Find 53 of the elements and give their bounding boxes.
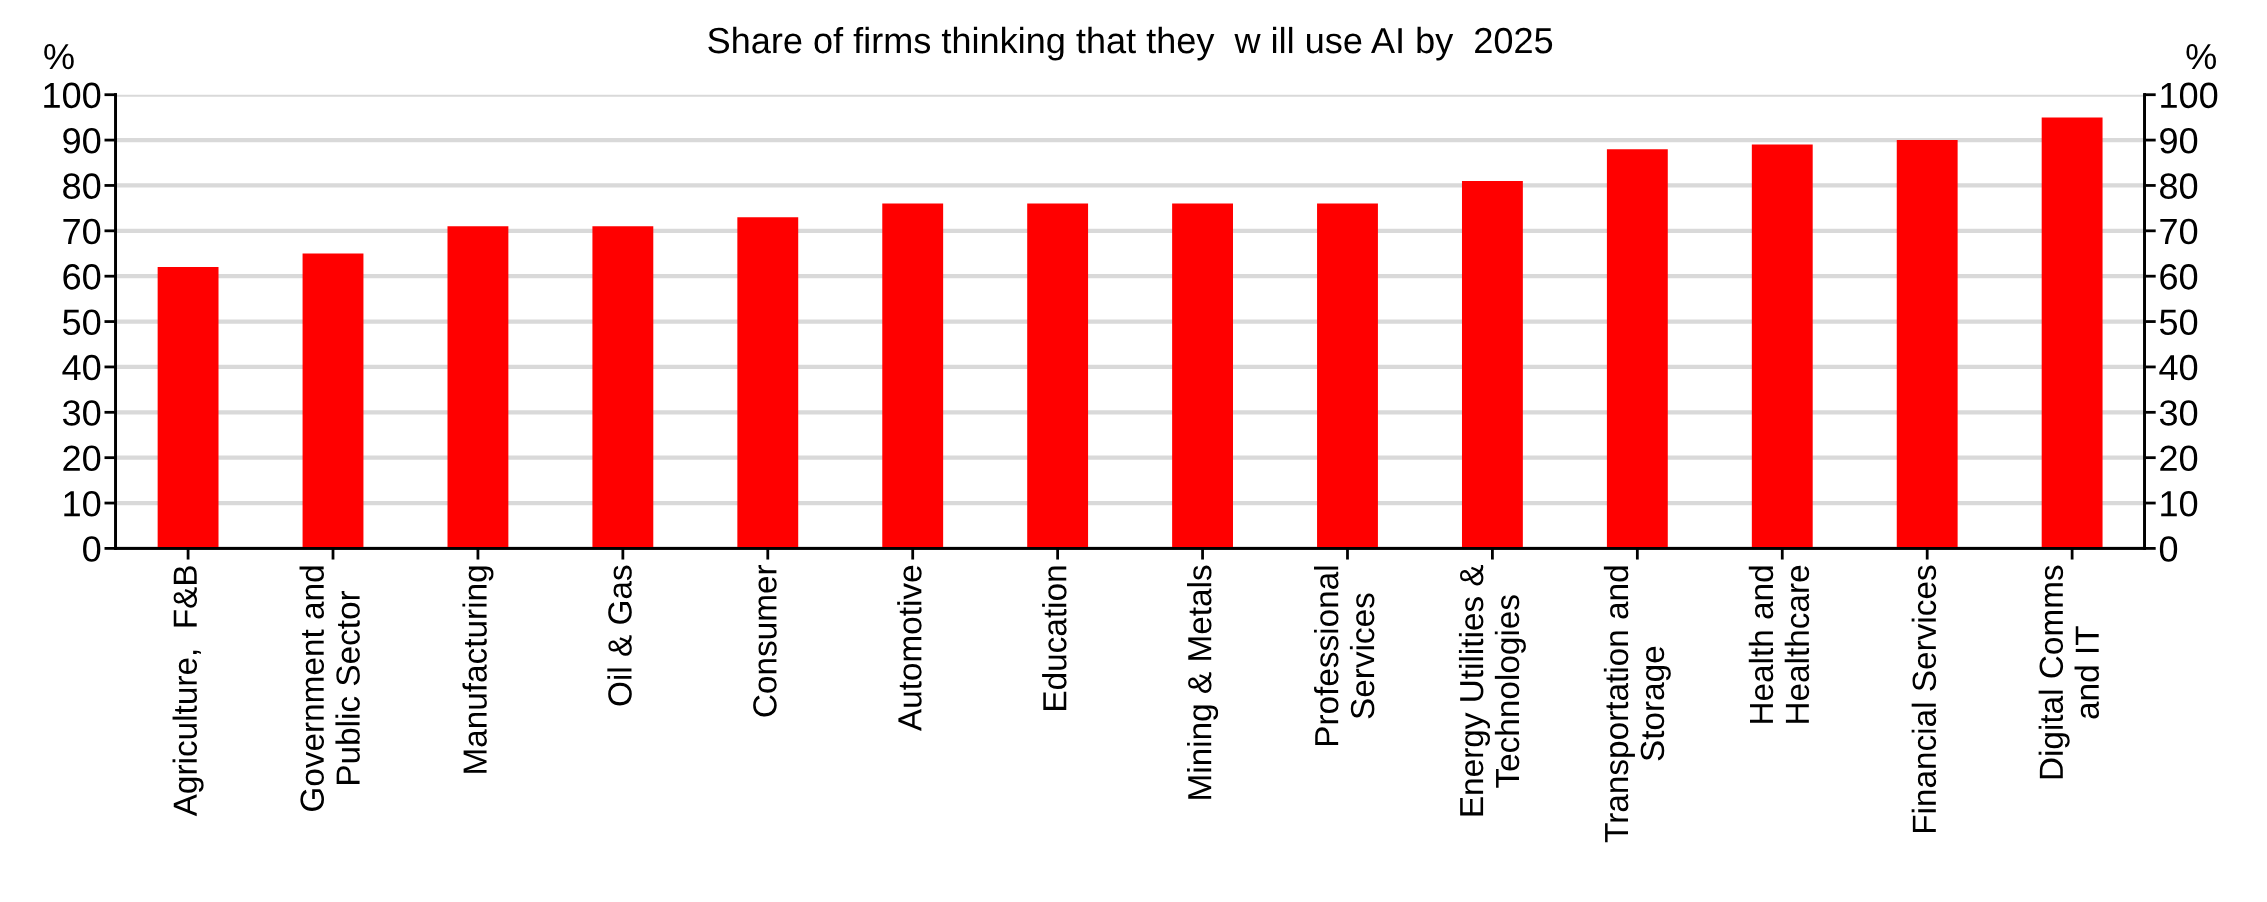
x-tick-label: Mining & Metals [1187, 565, 1219, 799]
y-tick-label: 80 [63, 173, 101, 199]
y2-tick-label: 90 [2160, 127, 2198, 154]
y2-tick-label: 40 [2159, 354, 2198, 381]
y2-tick-label: 60 [2160, 264, 2198, 290]
y-tick-label: 100 [44, 82, 101, 109]
bar [2041, 117, 2103, 549]
x-tick-label: Health and Healthcare [1748, 565, 1810, 723]
y2-tick-label: 50 [2159, 309, 2198, 335]
x-tick-label: Automotive [897, 565, 922, 732]
bar [1751, 144, 1813, 549]
x-tick-label: Transportation and Storage [1603, 566, 1671, 843]
x-tick-label: Education [1042, 566, 1067, 710]
x-tick-label: Financial Services [1911, 565, 1937, 833]
x-tick-label: Agriculture, F&B [172, 566, 204, 817]
chart-title: Share of firms thinking that they w ill use AI by 2025 [708, 26, 1553, 61]
x-tick-label: Oil & Gas [607, 565, 632, 706]
bar [157, 267, 219, 549]
bar [1461, 180, 1523, 549]
y2-tick-label: 30 [2159, 400, 2198, 426]
y-tick-label: 60 [63, 264, 101, 290]
y-tick-label: 50 [63, 309, 101, 335]
bar [1606, 149, 1668, 549]
y2-tick-label: 70 [2160, 218, 2198, 245]
y-tick-label: 0 [83, 536, 101, 562]
y-tick-label: 30 [62, 400, 101, 426]
x-tick-label: Manufacturing [462, 566, 494, 773]
bar [1317, 203, 1378, 549]
y2-tick-label: 20 [2160, 445, 2198, 472]
y-tick-label: 90 [63, 127, 101, 154]
bar [302, 253, 364, 549]
bar [737, 217, 799, 549]
y2-tick-label: 80 [2160, 173, 2198, 199]
bar [1027, 203, 1089, 549]
y-tick-label: 40 [62, 354, 101, 381]
y-tick-label: 20 [63, 445, 101, 472]
x-tick-label: Government and Public Sector [299, 566, 360, 811]
y2-axis-title: % [2186, 44, 2216, 70]
bar [1172, 203, 1233, 549]
x-tick-label: Digital Comms and IT [2038, 565, 2100, 779]
x-tick-label: Energy Utilities & Technologies [1458, 564, 1526, 816]
y-tick-label: 70 [63, 218, 101, 245]
y2-tick-label: 0 [2159, 536, 2178, 562]
x-tick-label: Consumer [753, 564, 777, 717]
bar [1896, 140, 1958, 549]
bar [447, 226, 509, 549]
bar [882, 203, 944, 549]
x-tick-label: Professional Services [1314, 566, 1375, 746]
bar [592, 226, 654, 549]
y-tick-label: 10 [64, 490, 101, 517]
y-axis-title: % [44, 44, 74, 70]
y2-tick-label: 100 [2161, 82, 2218, 109]
y2-tick-label: 10 [2161, 490, 2198, 517]
